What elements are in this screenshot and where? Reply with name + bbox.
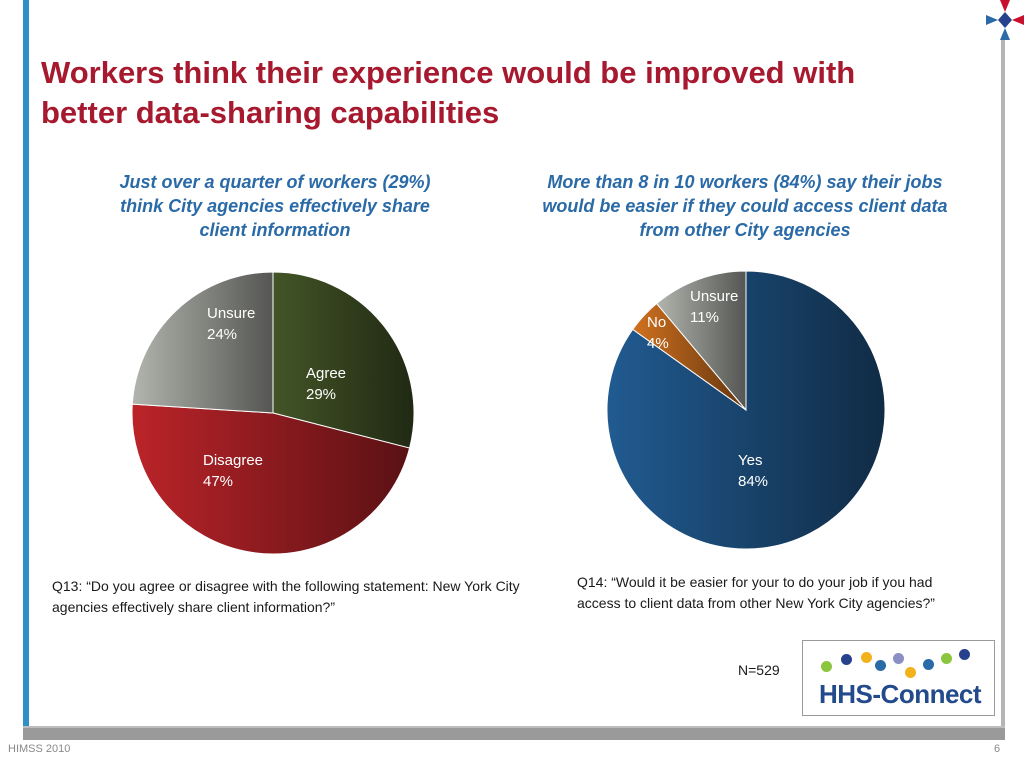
pie-slice-unsure bbox=[655, 270, 747, 412]
slice-value-no: 4% bbox=[647, 335, 669, 352]
slice-value-agree: 29% bbox=[306, 386, 336, 403]
footer-label: HIMSS 2010 bbox=[8, 743, 71, 755]
chart-subtitle-right: More than 8 in 10 workers (84%) say thei… bbox=[542, 172, 948, 240]
slide-frame-right bbox=[1001, 40, 1005, 740]
slide-frame-bottom bbox=[23, 726, 1005, 740]
slice-value-disagree: 47% bbox=[203, 473, 233, 490]
sample-size-label: N=529 bbox=[738, 662, 780, 678]
slice-value-unsure: 24% bbox=[207, 326, 237, 343]
logo-dot bbox=[941, 653, 952, 664]
logo-star-icon bbox=[986, 0, 1024, 40]
logo-dot bbox=[821, 661, 832, 672]
hhs-connect-logo: HHS-Connect bbox=[802, 640, 995, 716]
slice-label-unsure: Unsure bbox=[207, 305, 255, 322]
logo-dot bbox=[875, 660, 886, 671]
logo-dot bbox=[861, 652, 872, 663]
slice-value-yes: 84% bbox=[738, 473, 768, 490]
logo-dot bbox=[893, 653, 904, 664]
pie-chart-q14: Yes 84% No 4% Unsure 11% bbox=[606, 270, 886, 550]
slide-frame-left bbox=[23, 0, 29, 740]
slice-label-agree: Agree bbox=[306, 365, 346, 382]
slice-label-unsure: Unsure bbox=[690, 288, 738, 305]
logo-dot bbox=[841, 654, 852, 665]
logo-text: HHS-Connect bbox=[819, 679, 982, 709]
pie-slice-unsure bbox=[131, 271, 274, 414]
slice-label-yes: Yes bbox=[738, 452, 762, 469]
page-number: 6 bbox=[994, 743, 1001, 755]
question-q14: Q14: “Would it be easier for your to do … bbox=[577, 574, 935, 611]
slice-value-unsure: 11% bbox=[690, 309, 719, 326]
logo-dot bbox=[923, 659, 934, 670]
slide-title: Workers think their experience would be … bbox=[41, 55, 856, 130]
logo-dot bbox=[959, 649, 970, 660]
question-q13: Q13: “Do you agree or disagree with the … bbox=[52, 578, 520, 615]
slice-label-no: No bbox=[647, 314, 666, 331]
slice-label-disagree: Disagree bbox=[203, 452, 263, 469]
logo-dot bbox=[905, 667, 916, 678]
pie-slice-disagree bbox=[131, 403, 411, 555]
pie-slice-agree bbox=[272, 271, 415, 449]
chart-subtitle-left: Just over a quarter of workers (29%) thi… bbox=[119, 172, 431, 240]
pie-chart-q13: Agree 29% Disagree 47% Unsure 24% bbox=[131, 271, 415, 555]
